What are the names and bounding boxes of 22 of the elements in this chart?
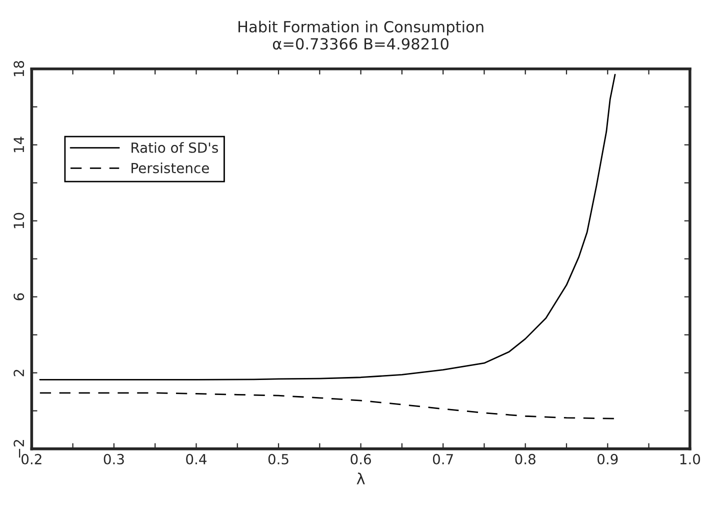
line-series (39, 74, 616, 380)
y-tick-label: 10 (14, 212, 24, 228)
y-tick-label: 14 (14, 136, 24, 152)
x-tick-label: 0.7 (432, 454, 453, 464)
x-tick-label: 0.5 (268, 454, 288, 464)
x-tick-label: 0.8 (515, 454, 536, 464)
x-tick-label: 0.3 (104, 454, 124, 464)
x-axis-title: λ (356, 472, 365, 484)
chart-title: Habit Formation in Consumption (238, 20, 484, 36)
chart-subtitle: α=0.73366 B=4.98210 (272, 38, 448, 50)
legend-label: Persistence (132, 162, 209, 174)
x-tick-label: 0.9 (598, 454, 618, 464)
y-tick-label: 18 (14, 60, 24, 76)
y-tick-label: 6 (14, 293, 24, 300)
x-tick-label: 0.4 (186, 454, 207, 464)
y-tick-label: −2 (14, 440, 24, 458)
x-tick-label: 1.0 (680, 454, 700, 464)
x-tick-label: 0.6 (350, 454, 371, 464)
y-tick-label: 2 (14, 370, 24, 376)
x-tick-label: 0.2 (22, 454, 42, 464)
line-series (39, 392, 617, 420)
legend-label: Ratio of SD's (132, 142, 218, 153)
